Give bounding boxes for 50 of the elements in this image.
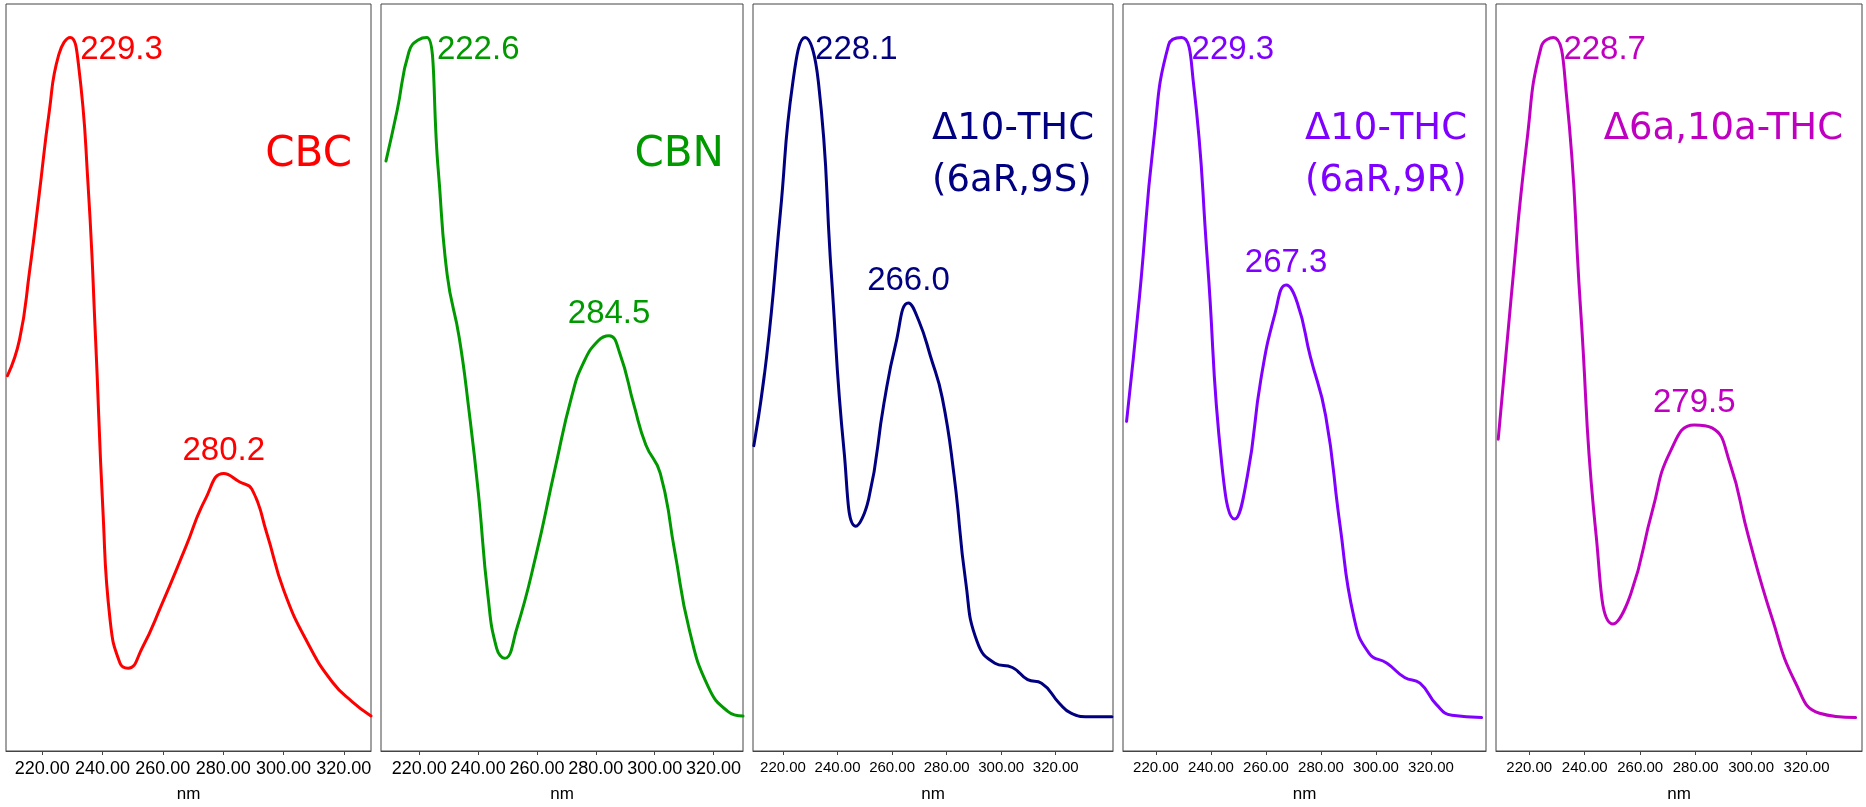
x-tick-label: 280.00	[568, 758, 624, 778]
annotation: 280.2	[182, 430, 266, 468]
x-axis-title: nm	[921, 784, 945, 803]
x-tick-label: 220.00	[1133, 758, 1179, 775]
x-tick-label: 280.00	[923, 758, 970, 775]
x-tick-label: 320.00	[686, 758, 742, 778]
x-tick-label: 320.00	[1783, 758, 1830, 775]
x-tick-label: 220.00	[1506, 758, 1553, 775]
annotation: 284.5	[567, 292, 651, 330]
x-tick-label: 220.00	[14, 758, 70, 778]
x-tick-label: 300.00	[627, 758, 683, 778]
x-tick-label: 280.00	[195, 758, 251, 778]
text: Δ10-THC (6aR,9S)	[932, 104, 1095, 200]
x-tick-label: 280.00	[1672, 758, 1719, 775]
annotation: 279.5	[1652, 381, 1736, 419]
x-tick-label: 260.00	[135, 758, 191, 778]
x-tick-label: 220.00	[760, 758, 806, 775]
x-tick-label: 280.00	[1298, 758, 1344, 775]
annotation: 228.7	[1563, 29, 1646, 67]
text: CBC	[265, 126, 353, 176]
x-tick-label: 260.00	[1617, 758, 1664, 775]
x-tick-label: 240.00	[1561, 758, 1608, 775]
annotation: 228.1	[815, 29, 898, 67]
x-tick-label: 260.00	[1243, 758, 1289, 775]
x-axis-title: nm	[1292, 784, 1317, 803]
x-tick-label: 240.00	[450, 758, 506, 778]
annotation: 222.6	[436, 29, 520, 67]
text: CBN	[634, 126, 724, 176]
x-axis-title: nm	[550, 784, 574, 803]
annotation: 266.0	[867, 259, 950, 297]
x-tick-label: 260.00	[509, 758, 565, 778]
x-tick-label: 300.00	[978, 758, 1025, 775]
x-tick-label: 320.00	[1408, 758, 1454, 775]
x-tick-label: 300.00	[1728, 758, 1775, 775]
x-tick-label: 320.00	[1032, 758, 1079, 775]
x-tick-label: 260.00	[869, 758, 916, 775]
x-tick-label: 320.00	[316, 758, 372, 778]
x-tick-label: 220.00	[391, 758, 447, 778]
annotation: 229.3	[1191, 29, 1275, 67]
x-axis-title: nm	[176, 784, 201, 803]
text: Δ10-THC (6aR,9R)	[1305, 104, 1468, 200]
x-tick-label: 300.00	[1353, 758, 1399, 775]
text: Δ6a,10a-THC	[1603, 104, 1844, 148]
x-tick-label: 300.00	[255, 758, 312, 778]
x-tick-label: 240.00	[75, 758, 131, 778]
annotation: 267.3	[1244, 242, 1328, 280]
annotation: 229.3	[80, 29, 163, 67]
x-axis-title: nm	[1667, 784, 1691, 803]
x-tick-label: 240.00	[1188, 758, 1234, 775]
x-tick-label: 240.00	[814, 758, 861, 775]
